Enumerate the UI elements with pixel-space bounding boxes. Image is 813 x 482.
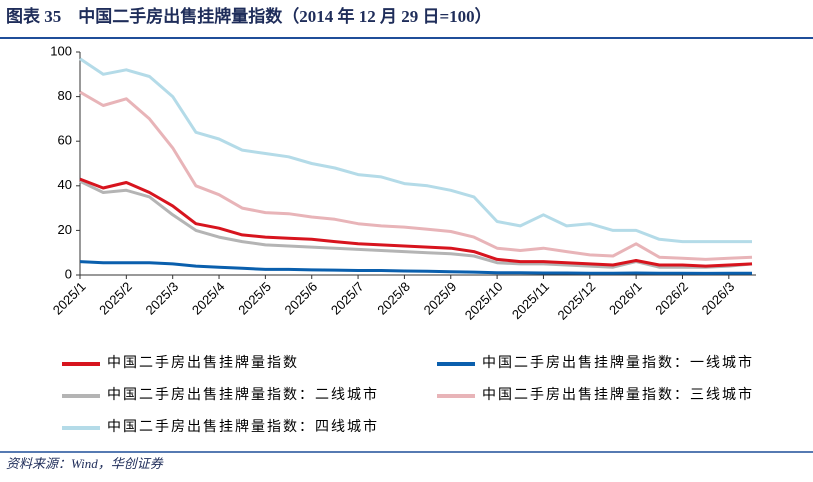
chart-title: 图表 35 中国二手房出售挂牌量指数（2014 年 12 月 29 日=100） <box>6 6 492 26</box>
source: 资料来源：Wind，华创证券 <box>6 456 164 471</box>
legend-label: 中国二手房出售挂牌量指数：二线城市 <box>107 386 379 403</box>
x-tick-label: 2025/11 <box>509 279 552 322</box>
y-tick-label: 80 <box>58 88 72 103</box>
x-tick-label: 2026/3 <box>699 279 738 318</box>
series-line <box>79 90 753 261</box>
x-tick-label: 2025/4 <box>189 279 228 318</box>
series-line <box>79 177 753 268</box>
x-tick-label: 2026/1 <box>606 279 645 318</box>
x-tick-label: 2025/7 <box>328 279 367 318</box>
x-tick-label: 2025/3 <box>143 279 182 318</box>
y-tick-label: 20 <box>58 222 72 237</box>
x-tick-label: 2025/6 <box>282 279 321 318</box>
legend-label: 中国二手房出售挂牌量指数：一线城市 <box>482 354 754 371</box>
y-tick-label: 60 <box>58 133 72 148</box>
legend-label: 中国二手房出售挂牌量指数：四线城市 <box>107 418 379 435</box>
legend-label: 中国二手房出售挂牌量指数 <box>107 354 299 371</box>
x-tick-label: 2025/1 <box>50 279 89 318</box>
legend-label: 中国二手房出售挂牌量指数：三线城市 <box>482 386 754 403</box>
y-tick-label: 100 <box>50 43 72 58</box>
x-tick-label: 2025/12 <box>555 279 599 323</box>
x-tick-label: 2025/10 <box>462 279 506 323</box>
y-tick-label: 0 <box>65 266 72 281</box>
series-line <box>79 179 753 269</box>
x-tick-label: 2026/2 <box>652 279 691 318</box>
series-line <box>79 57 752 244</box>
x-tick-label: 2025/9 <box>421 279 460 318</box>
y-tick-label: 40 <box>58 177 72 192</box>
series-line <box>79 260 752 275</box>
x-tick-label: 2025/8 <box>374 279 413 318</box>
x-tick-label: 2025/2 <box>96 279 135 318</box>
x-tick-label: 2025/5 <box>235 279 274 318</box>
